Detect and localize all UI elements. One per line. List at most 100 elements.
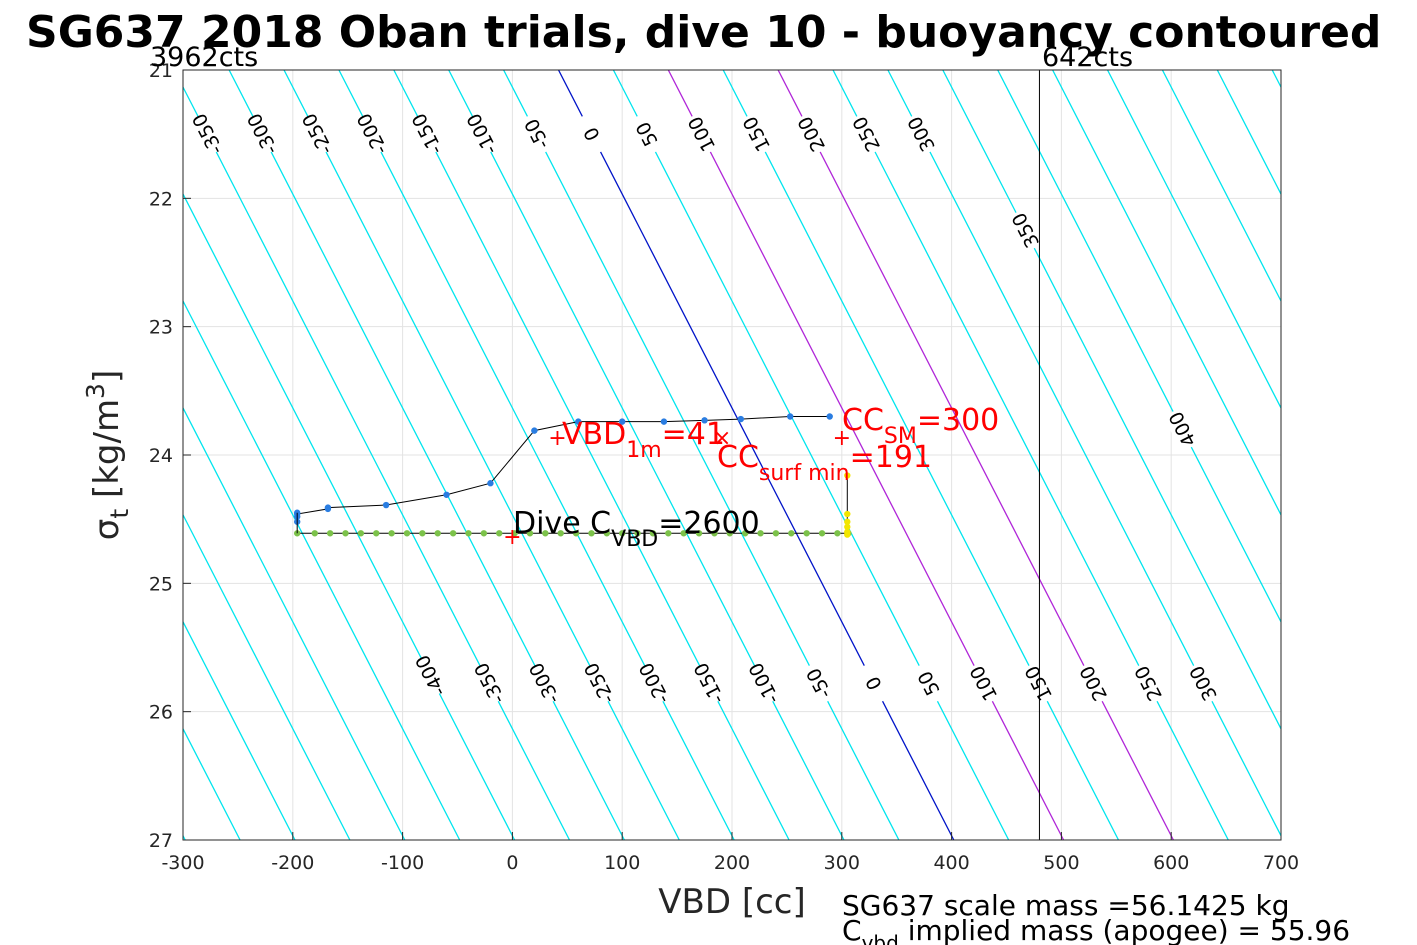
descent-point [531, 427, 538, 434]
ascent-point [695, 530, 703, 537]
contour-label-background [689, 660, 728, 707]
contour-label-background [1006, 207, 1045, 254]
y-tick-label: 27 [149, 830, 173, 852]
y-axis-label-unit: [kg/m [87, 399, 127, 509]
contour-line [557, 70, 955, 840]
ascent-point [388, 530, 395, 537]
ascent-point [603, 530, 611, 537]
ascent-point [726, 530, 734, 537]
ascent-point [326, 530, 334, 537]
x-tick-label: 0 [506, 852, 518, 874]
axis-ticks: -300 -200 -100 0 100 200 300 400 500 600 700 21 22 23… [149, 60, 1299, 874]
ascent-point [511, 530, 518, 537]
contour-line [183, 513, 351, 840]
ascent-point [634, 530, 641, 537]
series-layer [293, 413, 852, 538]
y-tick-label: 25 [149, 573, 173, 595]
descent-point [737, 415, 744, 423]
ascent-point [526, 530, 534, 537]
contour-line [338, 70, 735, 840]
ascent-point [572, 530, 580, 537]
contour-label-background [744, 660, 783, 707]
contour-label-background [1074, 660, 1112, 707]
contour-label-background [799, 660, 838, 707]
contour-line [503, 70, 900, 840]
contour-line [183, 299, 461, 840]
contour-label-background [407, 111, 446, 157]
contour-label-background [627, 111, 666, 157]
y-tick-label: 24 [149, 445, 173, 467]
ascent-point [649, 530, 657, 537]
x-tick-label: 400 [933, 852, 969, 874]
contour-label-background [682, 111, 721, 157]
contour-label-background [1129, 660, 1167, 707]
x-tick-label: 500 [1043, 852, 1079, 874]
cc-surf-min-annotation: CCsurf min=191 [717, 440, 932, 486]
vbd1m-annotation: VBD1m=41 [562, 417, 725, 463]
ascent-point [496, 530, 503, 537]
contour-label-background [964, 660, 1003, 707]
contour-line [183, 406, 406, 840]
ascent-point [711, 530, 718, 537]
contour-line [0, 70, 20, 840]
svg-text:σt [kg/m3]: σt [kg/m3] [81, 370, 134, 540]
ascent-point [357, 530, 365, 537]
contour-line [183, 85, 571, 840]
ascent-point [311, 530, 318, 537]
reference-marker: + [833, 426, 851, 451]
contour-line [612, 70, 1010, 840]
contour-line [722, 70, 1120, 840]
surface-point [844, 531, 851, 538]
contour-line [832, 70, 1229, 840]
dive-cvbd-annotation: Dive CVBD=2600 [513, 506, 760, 552]
x-tick-label: 100 [604, 852, 640, 874]
contour-label-background [352, 111, 391, 157]
surface-point [844, 518, 851, 525]
top-right-count-label: 642cts [1042, 42, 1133, 73]
y-tick-label: 21 [149, 60, 173, 82]
contour-label-background [580, 660, 618, 707]
y-tick-label: 22 [149, 188, 173, 210]
ascent-point [449, 530, 457, 537]
contour-line [1106, 70, 1281, 410]
cc-sm-annotation: CCSM=300 [842, 403, 999, 449]
ascent-point [772, 530, 780, 537]
contour-line [667, 70, 1065, 840]
reference-marker: + [548, 426, 566, 451]
ascent-point [373, 530, 380, 537]
contour-label-background [901, 111, 940, 157]
x-tick-label: 200 [714, 852, 750, 874]
contour-line [448, 70, 845, 840]
x-tick-label: -300 [161, 852, 204, 874]
ascent-point [342, 530, 349, 537]
contour-line [1052, 70, 1281, 517]
contour-label-background [517, 111, 556, 157]
buoyancy-contours [0, 70, 1281, 840]
descent-point [324, 504, 332, 511]
y-axis-label-symbol: σ [87, 519, 127, 541]
x-tick-label: 700 [1263, 852, 1299, 874]
descent-point [701, 417, 708, 424]
contour-label-background [572, 111, 611, 157]
ascent-point [588, 530, 595, 537]
y-tick-label: 23 [149, 317, 173, 339]
reference-marker: + [503, 525, 521, 550]
contour-label-background [634, 660, 673, 707]
contour-line [283, 70, 680, 840]
ascent-point [741, 530, 749, 537]
surface-point [844, 472, 851, 479]
ascent-point [680, 530, 687, 537]
descent-point [786, 413, 794, 420]
contour-line [997, 70, 1281, 624]
implied-mass-footer: Cvbd implied mass (apogee) = 55.96 [842, 914, 1350, 945]
contour-label-background [854, 660, 893, 707]
descent-point [487, 480, 494, 487]
x-tick-label: -200 [271, 852, 314, 874]
descent-point [619, 418, 626, 425]
x-tick-label: -100 [381, 852, 424, 874]
surface-point [844, 523, 851, 531]
ascent-point [803, 530, 810, 537]
ascent-point [419, 530, 426, 537]
contour-label-background [1019, 660, 1058, 707]
descent-point [660, 418, 668, 425]
